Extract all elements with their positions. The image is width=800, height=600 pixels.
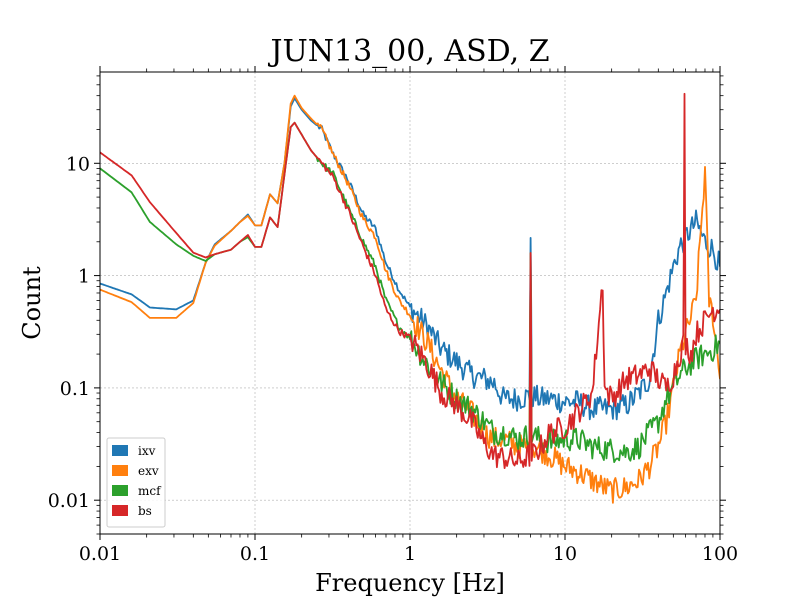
x-tick-label: 0.01 xyxy=(79,543,121,565)
y-tick-label: 0.01 xyxy=(48,490,90,512)
y-axis-ticks: 0.01 0.1 1 10 xyxy=(48,75,726,535)
x-axis-label: Frequency [Hz] xyxy=(315,569,505,597)
y-axis-label: Count xyxy=(18,266,46,340)
legend-label-ixv: ixv xyxy=(138,444,156,458)
legend-swatch-mcf xyxy=(112,485,128,496)
legend-swatch-bs xyxy=(112,505,128,516)
legend-swatch-exv xyxy=(112,465,128,476)
x-tick-label: 0.1 xyxy=(240,543,270,565)
legend-label-exv: exv xyxy=(138,464,159,478)
legend-label-mcf: mcf xyxy=(138,484,162,498)
series-line-exv xyxy=(100,94,720,504)
legend-swatch-ixv xyxy=(112,445,128,456)
x-axis-ticks: 0.01 0.1 1 10 100 xyxy=(79,66,738,565)
series-line-bs xyxy=(100,92,720,469)
legend: ixv exv mcf bs xyxy=(106,437,166,528)
series-line-mcf xyxy=(100,121,720,463)
x-tick-label: 1 xyxy=(404,543,416,565)
legend-label-bs: bs xyxy=(138,504,152,518)
chart-title: JUN13_00, ASD, Z xyxy=(267,34,549,69)
y-tick-label: 10 xyxy=(66,153,90,175)
y-tick-label: 0.1 xyxy=(60,378,90,400)
x-tick-label: 10 xyxy=(553,543,577,565)
series-layer xyxy=(100,92,720,504)
x-tick-label: 100 xyxy=(702,543,738,565)
legend-box xyxy=(106,437,166,528)
y-tick-label: 1 xyxy=(78,266,90,288)
plot-area xyxy=(100,92,720,504)
